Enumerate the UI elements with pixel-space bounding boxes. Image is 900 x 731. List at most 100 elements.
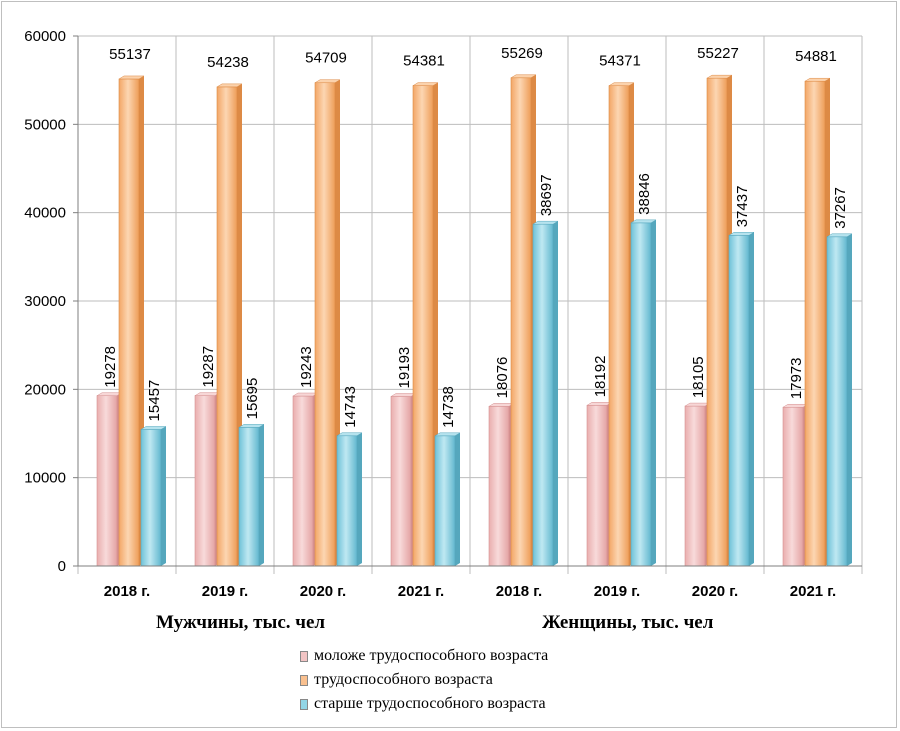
bar-1-0 [118, 75, 145, 567]
bar-1-5 [608, 82, 635, 567]
data-label: 37267 [832, 187, 849, 229]
data-label: 54709 [305, 50, 347, 67]
bar-0-0 [96, 392, 123, 567]
bar-side [847, 233, 852, 566]
legend: моложе трудоспособного возраста трудоспо… [300, 644, 548, 716]
bar-face [194, 395, 216, 567]
bar-2-5 [630, 219, 657, 567]
legend-item-over-working-age: старше трудоспособного возраста [300, 692, 548, 716]
x-tick-label: 2018 г. [496, 583, 542, 600]
bar-side [161, 426, 166, 566]
bar-face [238, 427, 260, 567]
bar-face [390, 396, 412, 567]
bar-1-2 [314, 79, 341, 567]
data-label: 38697 [538, 174, 555, 216]
data-label: 55227 [697, 45, 739, 62]
bar-side [749, 232, 754, 566]
data-label: 55269 [501, 45, 543, 62]
data-label: 54381 [403, 53, 445, 70]
data-label: 54881 [795, 48, 837, 65]
group-title-women: Женщины, тыс. чел [542, 612, 714, 633]
bar-side [553, 221, 558, 566]
bar-1-6 [706, 74, 733, 567]
y-tick-label: 20000 [24, 381, 66, 398]
bar-1-4 [510, 74, 537, 567]
legend-swatch-working-age [300, 674, 308, 686]
bar-2-1 [238, 424, 265, 567]
bar-face [728, 235, 750, 567]
y-tick-label: 50000 [24, 116, 66, 133]
bar-face [434, 435, 456, 567]
bar-face [684, 405, 706, 567]
bar-face [96, 395, 118, 567]
data-label: 19287 [200, 346, 217, 388]
y-tick-label: 40000 [24, 205, 66, 222]
bar-face [336, 435, 358, 567]
legend-label-over-working-age: старше трудоспособного возраста [314, 695, 546, 712]
bar-face [630, 222, 652, 567]
bar-0-2 [292, 392, 319, 567]
data-label: 19243 [298, 346, 315, 388]
bar-1-1 [216, 83, 243, 567]
bar-side [357, 432, 362, 566]
bar-face [706, 77, 728, 567]
bar-face [804, 80, 826, 567]
bar-0-3 [390, 393, 417, 567]
data-label: 54371 [599, 53, 641, 70]
data-label: 54238 [207, 54, 249, 71]
data-label: 18076 [494, 357, 511, 399]
data-label: 14738 [440, 386, 457, 428]
bar-side [455, 432, 460, 566]
x-tick-label: 2020 г. [692, 583, 738, 600]
x-tick-label: 2021 г. [790, 583, 836, 600]
bar-face [314, 82, 336, 567]
legend-swatch-over-working-age [300, 698, 308, 710]
bar-0-5 [586, 402, 613, 567]
legend-swatch-under-working-age [300, 650, 308, 662]
y-tick-label: 10000 [24, 470, 66, 487]
bar-1-7 [804, 77, 831, 567]
x-tick-label: 2018 г. [104, 583, 150, 600]
bar-face [488, 406, 510, 567]
legend-label-under-working-age: моложе трудоспособного возраста [314, 647, 549, 664]
data-label: 38846 [636, 173, 653, 215]
bar-0-6 [684, 402, 711, 567]
bar-face [586, 405, 608, 567]
bar-face [826, 236, 848, 567]
bar-side [651, 219, 656, 566]
bar-face [608, 85, 630, 567]
data-label: 17973 [788, 358, 805, 400]
data-label: 55137 [109, 46, 151, 63]
bar-face [412, 85, 434, 567]
bar-face [510, 77, 532, 567]
legend-item-under-working-age: моложе трудоспособного возраста [300, 644, 548, 668]
bar-2-6 [728, 232, 755, 567]
bar-1-3 [412, 82, 439, 567]
x-tick-label: 2021 г. [398, 583, 444, 600]
bar-2-4 [532, 220, 559, 567]
bar-0-4 [488, 403, 515, 567]
legend-item-working-age: трудоспособного возраста [300, 668, 548, 692]
bar-side [259, 424, 264, 566]
y-tick-label: 30000 [24, 293, 66, 310]
bar-2-0 [140, 426, 167, 567]
x-tick-label: 2019 г. [594, 583, 640, 600]
group-title-men: Мужчины, тыс. чел [156, 612, 326, 633]
bar-face [118, 78, 140, 567]
y-tick-label: 60000 [24, 28, 66, 45]
bar-2-7 [826, 233, 853, 567]
bar-0-7 [782, 403, 809, 567]
data-label: 15695 [244, 378, 261, 420]
bar-face [140, 429, 162, 567]
bar-face [782, 406, 804, 567]
data-label: 19193 [396, 347, 413, 389]
data-label: 37437 [734, 186, 751, 228]
data-label: 14743 [342, 386, 359, 428]
bar-0-1 [194, 392, 221, 567]
x-tick-label: 2019 г. [202, 583, 248, 600]
y-tick-label: 0 [58, 558, 66, 575]
bar-2-3 [434, 432, 461, 567]
data-label: 18105 [690, 356, 707, 398]
bar-2-2 [336, 432, 363, 567]
